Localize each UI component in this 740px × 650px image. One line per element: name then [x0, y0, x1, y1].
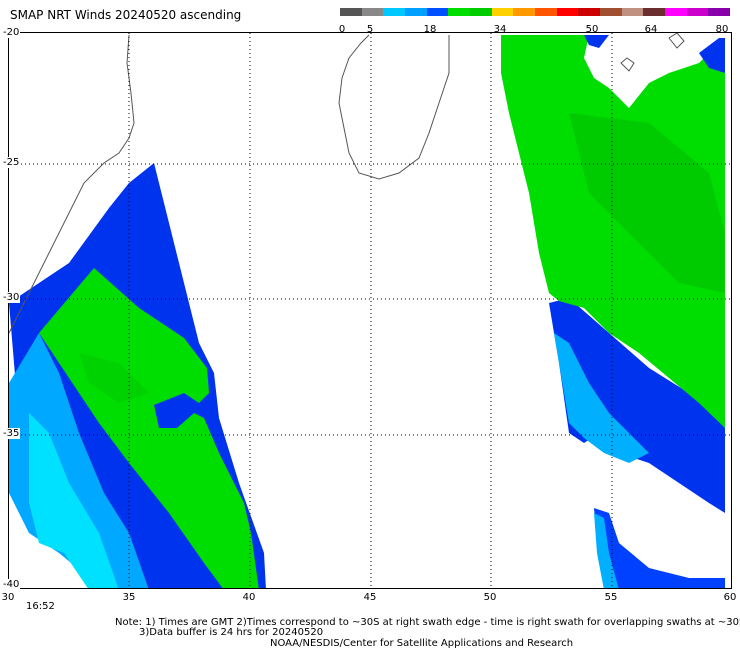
colorbar-segment — [448, 8, 471, 16]
right-swath-top-blue-2 — [699, 38, 725, 73]
lat-label--40: -40 — [2, 579, 21, 590]
colorbar-segment — [600, 8, 622, 16]
right-swath-green — [501, 35, 725, 428]
colorbar-segment — [621, 8, 644, 16]
colorbar-label-5: 5 — [366, 24, 374, 35]
colorbar-segment — [686, 8, 709, 16]
colorbar-segment — [643, 8, 666, 16]
colorbar-segment — [665, 8, 687, 16]
colorbar-segment — [535, 8, 557, 16]
colorbar-segment — [361, 8, 384, 16]
colorbar-segment — [340, 8, 362, 16]
reunion-coast — [620, 57, 635, 72]
colorbar-label-64: 64 — [644, 24, 658, 35]
colorbar-segment — [426, 8, 449, 16]
right-swath-cyan — [554, 333, 649, 463]
map-title: SMAP NRT Winds 20240520 ascending — [10, 8, 242, 22]
colorbar-segment — [491, 8, 514, 16]
colorbar-labels: 0 5 18 34 50 64 80 — [0, 12, 740, 35]
left-swath — [9, 163, 266, 588]
colorbar-segment — [405, 8, 427, 16]
footer-note-line2: 3)Data buffer is 24 hrs for 20240520 — [139, 627, 324, 638]
graticule — [9, 33, 731, 588]
lon-label-35: 35 — [122, 592, 136, 603]
colorbar-segment — [513, 8, 536, 16]
right-swath-top-blue — [584, 35, 609, 48]
footer-credit: NOAA/NESDIS/Center for Satellite Applica… — [270, 638, 574, 649]
lon-label-45: 45 — [363, 592, 377, 603]
lat-label--25: -25 — [2, 157, 21, 168]
lat-label--30: -30 — [2, 292, 21, 303]
left-swath-green — [39, 268, 259, 588]
colorbar-label-80: 80 — [715, 24, 729, 35]
colorbar-label-0: 0 — [338, 24, 346, 35]
footer-note-line1: Note: 1) Times are GMT 2)Times correspon… — [115, 617, 740, 628]
lat-label--35: -35 — [2, 428, 21, 439]
lon-label-50: 50 — [483, 592, 497, 603]
lon-label-40: 40 — [242, 592, 256, 603]
lon-label-30: 30 — [1, 592, 15, 603]
colorbar-segment — [578, 8, 601, 16]
left-swath-lightcyan — [29, 413, 119, 588]
colorbar-segment — [556, 8, 579, 16]
africa-coast — [9, 34, 135, 334]
colorbar-label-34: 34 — [493, 24, 507, 35]
right-swath-lower — [594, 508, 725, 588]
lon-label-55: 55 — [604, 592, 618, 603]
colorbar-label-18: 18 — [423, 24, 437, 35]
colorbar-label-50: 50 — [585, 24, 599, 35]
wind-speed-colorbar — [340, 8, 731, 16]
right-swath-green-shade — [569, 113, 725, 293]
left-swath-green-shade — [79, 353, 149, 403]
colorbar-segment — [708, 8, 731, 16]
coastlines — [9, 33, 685, 334]
lat-label--20: -20 — [2, 27, 21, 38]
wind-map[interactable] — [8, 32, 732, 589]
madagascar-coast — [338, 34, 450, 180]
right-swath — [501, 35, 725, 588]
colorbar-segment — [470, 8, 492, 16]
swath-time: 16:52 — [26, 601, 55, 612]
right-swath-blue — [549, 298, 725, 513]
lon-label-60: 60 — [723, 592, 737, 603]
wind-map-svg — [9, 33, 731, 588]
colorbar-segment — [383, 8, 406, 16]
mauritius-coast — [668, 33, 685, 49]
